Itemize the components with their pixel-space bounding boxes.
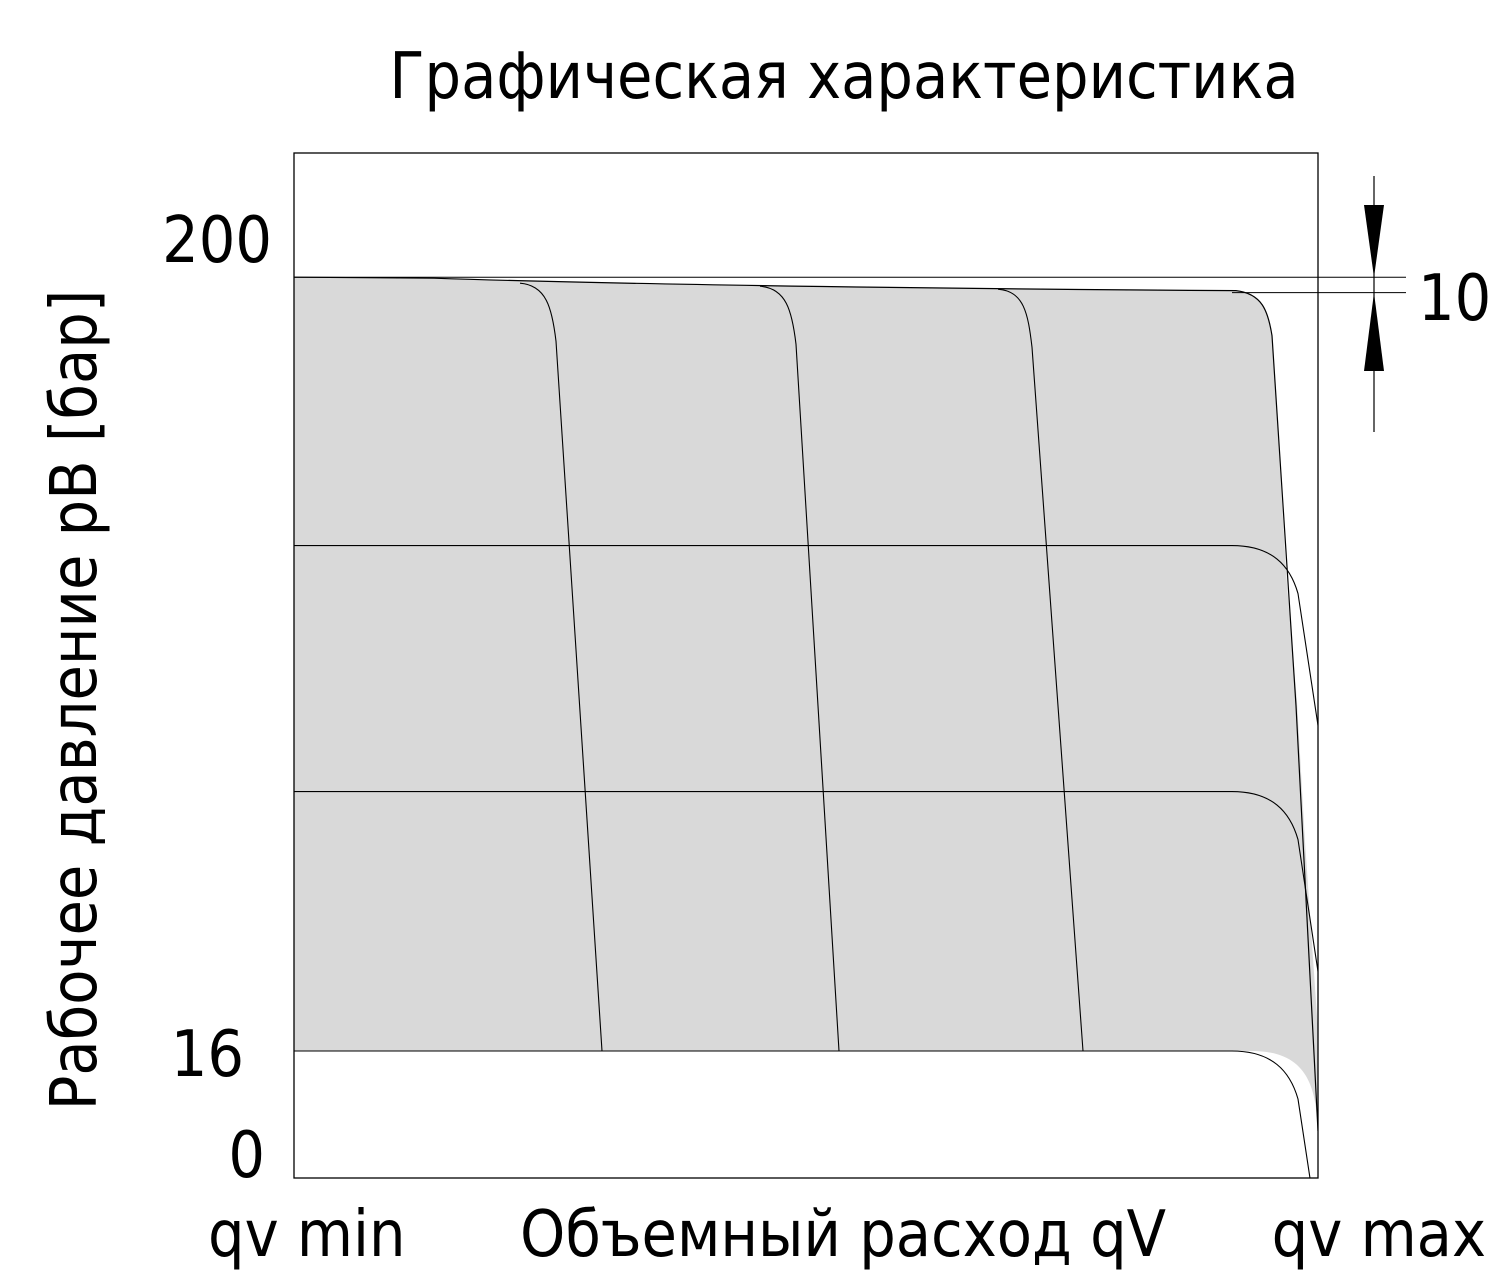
curves-layer [294,276,1318,1178]
x-axis-label: Объемный расход qV [520,1198,1166,1272]
pressure-curve-16 [294,1050,1311,1178]
operating-area-fill [294,277,1318,1132]
pressure-curve-74 [294,791,1318,972]
fill-layer [294,277,1318,1132]
flow-curve-2 [759,285,840,1052]
y-tick-label-0: 0 [228,1119,265,1193]
y-axis-label: Рабочее давление pB [бар] [38,290,112,1111]
dimension-marker [294,176,1406,432]
chart-title: Графическая характеристика [389,40,1298,114]
flow-curve-3 [997,288,1084,1052]
dimension-arrow-up [1364,292,1384,371]
dimension-label: 10 [1418,262,1491,336]
max-pressure-curve [294,276,1318,1132]
pressure-curve-129 [294,545,1318,726]
x-tick-label-max: qv max [1272,1198,1486,1272]
dimension-arrow-down [1364,205,1384,278]
plot-frame [293,152,1319,1179]
x-tick-label-min: qv min [208,1198,406,1272]
y-tick-label-16: 16 [171,1018,244,1092]
y-tick-label-200: 200 [162,204,272,278]
flow-curve-1 [519,282,603,1052]
